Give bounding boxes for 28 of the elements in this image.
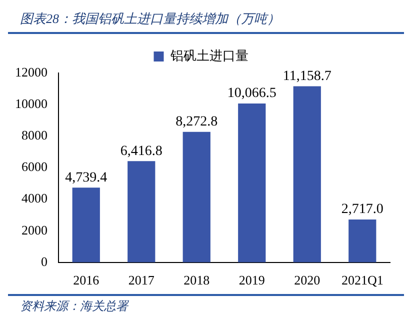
data-label: 6,416.8 xyxy=(120,144,162,159)
y-tick-label: 12000 xyxy=(15,64,48,80)
y-tick-label: 8000 xyxy=(22,128,48,143)
data-label: 2,717.0 xyxy=(341,202,384,218)
x-tick-label: 2020 xyxy=(294,272,320,288)
y-tick-label: 6000 xyxy=(22,159,48,174)
data-label: 11,158.7 xyxy=(282,68,332,84)
legend-label: 铝矾土进口量 xyxy=(169,48,248,63)
x-tick-label: 2017 xyxy=(128,272,155,288)
data-label: 4,739.4 xyxy=(65,170,108,186)
y-tick-label: 0 xyxy=(41,254,48,269)
bar xyxy=(238,104,266,262)
bar xyxy=(348,220,376,262)
chart-title: 图表28：我国铝矾土进口量持续增加（万吨） xyxy=(19,10,281,28)
y-tick-label: 10000 xyxy=(15,96,48,111)
x-tick-label: 2019 xyxy=(238,272,265,288)
x-tick-label: 2021Q1 xyxy=(341,272,384,288)
bar xyxy=(72,188,100,262)
data-label: 8,272.8 xyxy=(176,114,218,130)
data-label: 10,066.5 xyxy=(227,86,276,102)
x-tick-label: 2016 xyxy=(73,272,100,288)
y-tick-label: 2000 xyxy=(22,222,48,238)
y-tick-label: 4000 xyxy=(22,190,48,206)
bar xyxy=(128,161,156,262)
x-tick-label: 2018 xyxy=(184,272,210,288)
bar xyxy=(182,132,210,262)
text: 资料来源：海关总署 xyxy=(19,298,130,315)
bar xyxy=(293,86,321,262)
